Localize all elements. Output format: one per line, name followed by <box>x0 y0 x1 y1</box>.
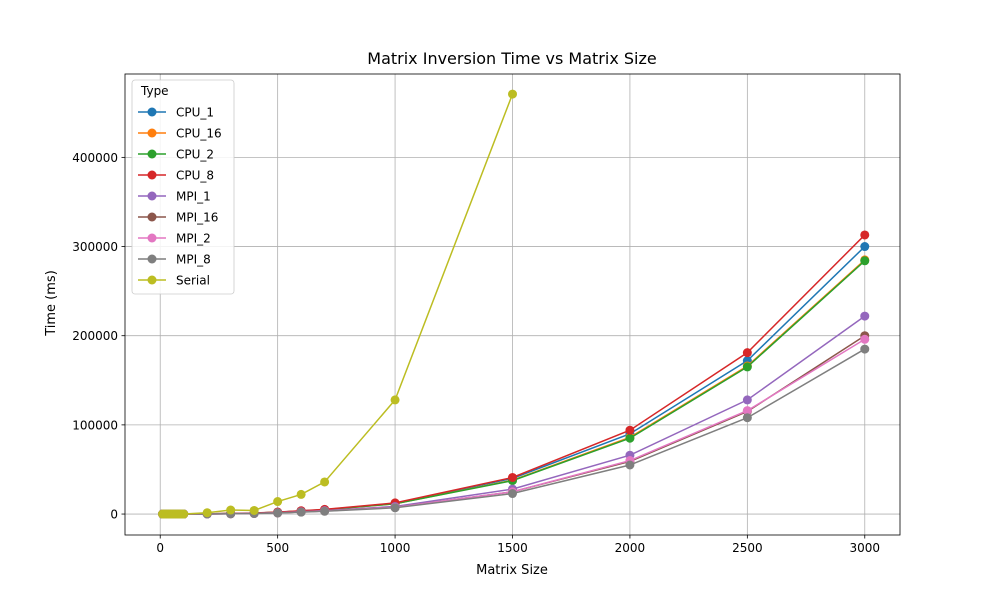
x-axis-label: Matrix Size <box>476 563 548 578</box>
data-point <box>860 344 870 354</box>
data-point <box>625 460 635 470</box>
legend-item: MPI_16 <box>138 211 218 225</box>
x-axis-ticks: 0 500 1000 1500 2000 2500 3000 <box>156 535 880 555</box>
y-tick-label: 400000 <box>72 151 118 165</box>
legend: Type CPU_1 CPU_16 CPU_2 CPU_8 MPI_1 MPI_16 MPI_… <box>131 79 235 295</box>
data-point <box>742 413 752 423</box>
legend-item: MPI_8 <box>138 253 211 267</box>
data-point <box>860 230 870 240</box>
x-tick-label: 2000 <box>615 541 646 555</box>
data-point <box>273 497 283 507</box>
data-point <box>320 506 330 516</box>
legend-label: Serial <box>176 274 210 288</box>
data-point <box>508 89 517 99</box>
legend-marker <box>147 254 157 264</box>
data-point <box>390 395 400 405</box>
data-point <box>296 507 306 517</box>
y-tick-label: 200000 <box>72 329 118 343</box>
legend-item: Serial <box>138 274 210 288</box>
legend-marker <box>147 170 157 180</box>
data-point <box>742 348 752 358</box>
data-point <box>508 472 517 482</box>
legend-label: MPI_1 <box>176 190 211 204</box>
x-tick-label: 2500 <box>732 541 763 555</box>
data-point <box>860 242 870 252</box>
x-tick-label: 500 <box>266 541 289 555</box>
legend-item: CPU_8 <box>138 169 214 183</box>
legend-marker <box>147 107 157 117</box>
chart-title: Matrix Inversion Time vs Matrix Size <box>367 49 656 68</box>
legend-label: CPU_8 <box>176 169 214 183</box>
y-tick-label: 0 <box>110 508 118 522</box>
data-point <box>508 489 517 499</box>
data-point <box>202 508 212 518</box>
data-point <box>390 503 400 513</box>
legend-marker <box>147 191 157 201</box>
data-point <box>320 477 330 487</box>
legend-item: CPU_1 <box>138 106 214 120</box>
legend-marker <box>147 233 157 243</box>
data-point <box>625 425 635 435</box>
data-point <box>273 508 283 518</box>
data-point <box>179 509 189 519</box>
data-point <box>742 395 752 405</box>
legend-item: CPU_16 <box>138 127 222 141</box>
legend-marker <box>147 149 157 159</box>
legend-label: CPU_16 <box>176 127 222 141</box>
x-tick-label: 1500 <box>497 541 528 555</box>
data-point <box>860 256 870 266</box>
legend-item: MPI_1 <box>138 190 211 204</box>
legend-label: MPI_8 <box>176 253 211 267</box>
legend-label: CPU_2 <box>176 148 214 162</box>
data-point <box>625 433 635 443</box>
legend-item: CPU_2 <box>138 148 214 162</box>
data-point <box>860 334 870 344</box>
data-point <box>226 505 236 515</box>
y-tick-label: 300000 <box>72 240 118 254</box>
data-point <box>249 505 259 515</box>
data-point <box>742 406 752 416</box>
x-tick-label: 1000 <box>380 541 411 555</box>
x-tick-label: 0 <box>156 541 164 555</box>
legend-label: MPI_16 <box>176 211 218 225</box>
y-axis-label: Time (ms) <box>44 270 59 337</box>
legend-item: MPI_2 <box>138 232 211 246</box>
legend-marker <box>147 128 157 138</box>
data-point <box>860 311 870 321</box>
data-point <box>296 489 306 499</box>
y-axis-ticks: 0 100000 200000 300000 400000 <box>72 151 125 522</box>
legend-marker <box>147 275 157 285</box>
series-layer <box>158 89 870 519</box>
legend-marker <box>147 212 157 222</box>
legend-label: CPU_1 <box>176 106 214 120</box>
x-tick-label: 3000 <box>849 541 880 555</box>
legend-label: MPI_2 <box>176 232 211 246</box>
legend-title: Type <box>140 84 169 98</box>
series-serial <box>158 89 517 519</box>
y-tick-label: 100000 <box>72 418 118 432</box>
data-point <box>742 362 752 372</box>
